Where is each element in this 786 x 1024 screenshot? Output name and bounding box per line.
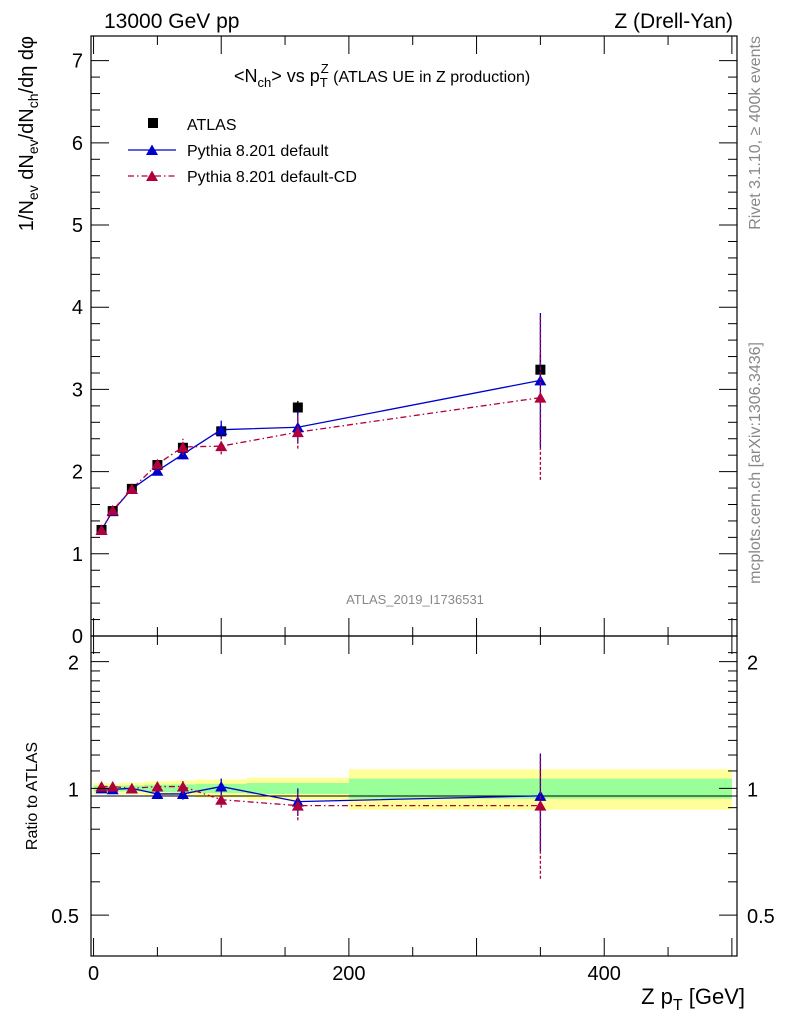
main-ticks: 0 1 2 3 4 5 6 7: [72, 36, 737, 648]
point-default-cd: [215, 440, 228, 452]
point-default-cd: [106, 504, 119, 516]
ratio-ytick-label: 1: [68, 779, 79, 801]
point-default: [151, 465, 164, 476]
main-ytick-label: 6: [72, 133, 83, 155]
ratio-point-default-cd: [176, 781, 189, 792]
legend-label-default: Pythia 8.201 default: [187, 143, 329, 160]
ratio-point-default-cd: [151, 781, 164, 792]
main-ytick-label: 1: [72, 544, 83, 566]
xtick-label: 0: [88, 963, 99, 985]
ratio-panel: 0.5 0.5 1 1 2 2 0 200 400 Ratio to ATLAS Z pT [G…: [24, 635, 775, 1014]
legend-marker-default: [146, 144, 158, 155]
ratio-bands: [93, 769, 732, 810]
main-ytick-label: 7: [72, 51, 83, 73]
ratio-point-default-cd: [106, 781, 119, 792]
main-title: <Nch> vs pTZ (ATLAS UE in Z production): [234, 61, 530, 90]
main-ytick-label: 0: [72, 626, 83, 648]
main-ylabel: 1/Nev dNev/dNch/dη dφ: [16, 36, 41, 231]
legend-label-cd: Pythia 8.201 default-CD: [187, 169, 357, 186]
main-ytick-label: 4: [72, 297, 83, 319]
ratio-point-default-cd: [291, 800, 304, 811]
point-default: [215, 424, 228, 435]
ratio-ylabel: Ratio to ATLAS: [24, 742, 41, 850]
point-atlas: [292, 402, 303, 413]
ratio-ytick-label: 0.5: [51, 906, 79, 928]
ratio-ytick-label: 2: [68, 653, 79, 675]
ratio-ytick-label-right: 0.5: [747, 906, 775, 928]
main-ytick-label: 3: [72, 379, 83, 401]
ratio-ytick-label-right: 1: [747, 779, 758, 801]
point-default-cd: [151, 458, 164, 470]
main-ytick-label: 2: [72, 462, 83, 484]
ratio-point-default: [151, 788, 164, 799]
energy-label: 13000 GeV pp: [104, 10, 239, 33]
point-default-cd: [534, 392, 547, 403]
ratio-series: [95, 753, 547, 879]
ratio-frame: [90, 635, 738, 957]
ratio-point-default: [534, 790, 547, 801]
xtick-label: 200: [332, 963, 365, 985]
ratio-point-default: [215, 781, 228, 792]
point-default-cd: [291, 426, 304, 438]
legend: ATLAS Pythia 8.201 default Pythia 8.201 …: [128, 117, 357, 186]
xtick-label: 400: [588, 963, 621, 985]
main-panel: 0 1 2 3 4 5 6 7 <Nch> vs pTZ (ATLAS UE in Z pro…: [16, 35, 738, 648]
process-label: Z (Drell-Yan): [614, 10, 733, 33]
legend-marker-atlas: [148, 118, 158, 128]
legend-label-atlas: ATLAS: [187, 117, 237, 134]
point-default-cd: [176, 441, 189, 452]
analysis-tag: ATLAS_2019_I1736531: [346, 592, 484, 607]
point-default: [534, 374, 547, 386]
main-series: [95, 312, 547, 535]
main-ytick-label: 5: [72, 215, 83, 237]
ratio-point-default-cd: [125, 782, 138, 794]
ratio-ytick-label-right: 2: [747, 653, 758, 675]
series-line-default: [100, 379, 541, 531]
point-default-cd: [95, 524, 108, 535]
ratio-point-default-cd: [534, 800, 547, 811]
xlabel: Z pT [GeV]: [641, 984, 745, 1014]
ratio-point-default-cd: [215, 794, 228, 805]
legend-marker-cd: [146, 170, 158, 181]
ratio-point-default-cd: [95, 781, 108, 792]
point-default-cd: [125, 483, 138, 494]
rivet-label: Rivet 3.1.10, ≥ 400k events: [747, 36, 764, 230]
ratio-ticks: 0.5 0.5 1 1 2 2 0 200 400: [51, 636, 775, 985]
mcplots-label: mcplots.cern.ch [arXiv:1306.3436]: [747, 342, 764, 584]
